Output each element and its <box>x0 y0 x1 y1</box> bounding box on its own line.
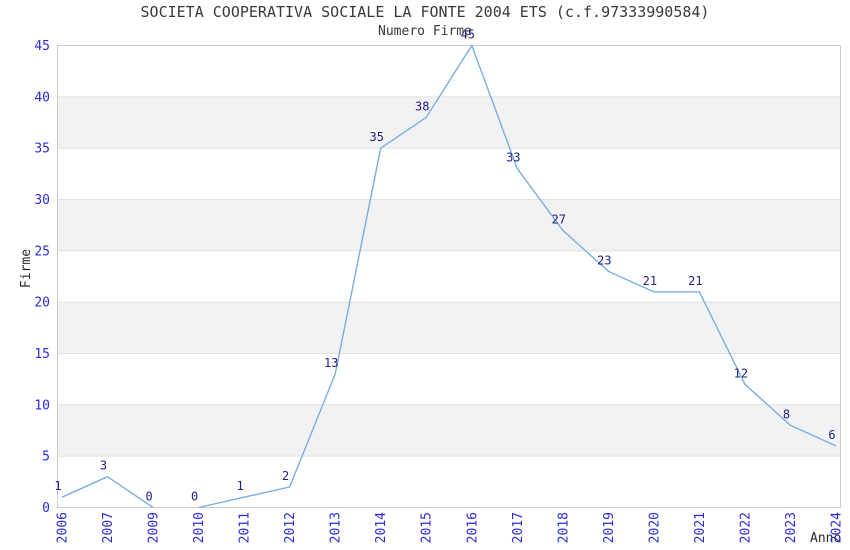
y-tick-label: 45 <box>34 39 50 54</box>
x-tick-label: 2011 <box>238 512 253 543</box>
y-tick-label: 10 <box>34 398 50 413</box>
y-tick-label: 30 <box>34 193 50 208</box>
plot-frame <box>57 45 841 508</box>
point-label: 2 <box>282 469 289 483</box>
x-tick-label: 2018 <box>556 512 571 543</box>
plot-band <box>57 96 841 149</box>
point-label: 1 <box>54 479 61 493</box>
x-tick-label: 2015 <box>420 512 435 543</box>
point-label: 45 <box>461 28 475 42</box>
x-tick-label: 2009 <box>147 512 162 543</box>
point-label: 1 <box>236 479 243 493</box>
x-tick-label: 2021 <box>693 512 708 543</box>
x-tick-label: 2012 <box>283 512 298 543</box>
x-tick-label: 2016 <box>465 512 480 543</box>
y-tick-label: 0 <box>42 501 50 516</box>
x-tick-label: 2007 <box>101 512 116 543</box>
point-label: 6 <box>828 428 835 442</box>
x-tick-label: 2024 <box>830 512 845 543</box>
point-label: 38 <box>415 99 429 113</box>
x-tick-label: 2010 <box>192 512 207 543</box>
point-label: 27 <box>552 212 566 226</box>
y-tick-label: 25 <box>34 244 50 259</box>
chart-subtitle: Numero Firme <box>378 24 472 39</box>
y-tick-label: 20 <box>34 296 50 311</box>
x-tick-label: 2017 <box>511 512 526 543</box>
point-label: 8 <box>783 407 790 421</box>
x-tick-label: 2020 <box>647 512 662 543</box>
data-line-segment <box>61 476 154 509</box>
y-tick-label: 35 <box>34 142 50 157</box>
point-label: 21 <box>643 274 657 288</box>
point-label: 21 <box>688 274 702 288</box>
plot-band <box>57 199 841 251</box>
plot-band <box>57 302 841 354</box>
point-label: 33 <box>506 151 520 165</box>
point-label: 13 <box>324 356 338 370</box>
x-tick-label: 2019 <box>602 512 617 543</box>
x-tick-label: 2023 <box>784 512 799 543</box>
point-label: 0 <box>145 490 152 504</box>
point-label: 0 <box>191 490 198 504</box>
plot-band <box>57 404 841 457</box>
data-line-segment <box>198 44 837 509</box>
x-tick-label: 2013 <box>329 512 344 543</box>
point-label: 23 <box>597 253 611 267</box>
y-tick-label: 15 <box>34 347 50 362</box>
x-axis-label: Anno <box>810 531 842 546</box>
point-label: 35 <box>369 130 383 144</box>
x-tick-label: 2014 <box>374 512 389 543</box>
y-tick-label: 5 <box>42 450 50 465</box>
point-label: 3 <box>100 459 107 473</box>
chart-title: SOCIETA COOPERATIVA SOCIALE LA FONTE 200… <box>140 3 710 21</box>
x-tick-label: 2022 <box>738 512 753 543</box>
point-label: 12 <box>734 366 748 380</box>
y-tick-label: 40 <box>34 90 50 105</box>
x-tick-label: 2006 <box>56 512 71 543</box>
